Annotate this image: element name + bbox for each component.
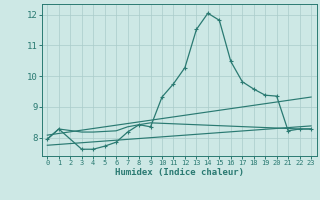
X-axis label: Humidex (Indice chaleur): Humidex (Indice chaleur) [115,168,244,177]
